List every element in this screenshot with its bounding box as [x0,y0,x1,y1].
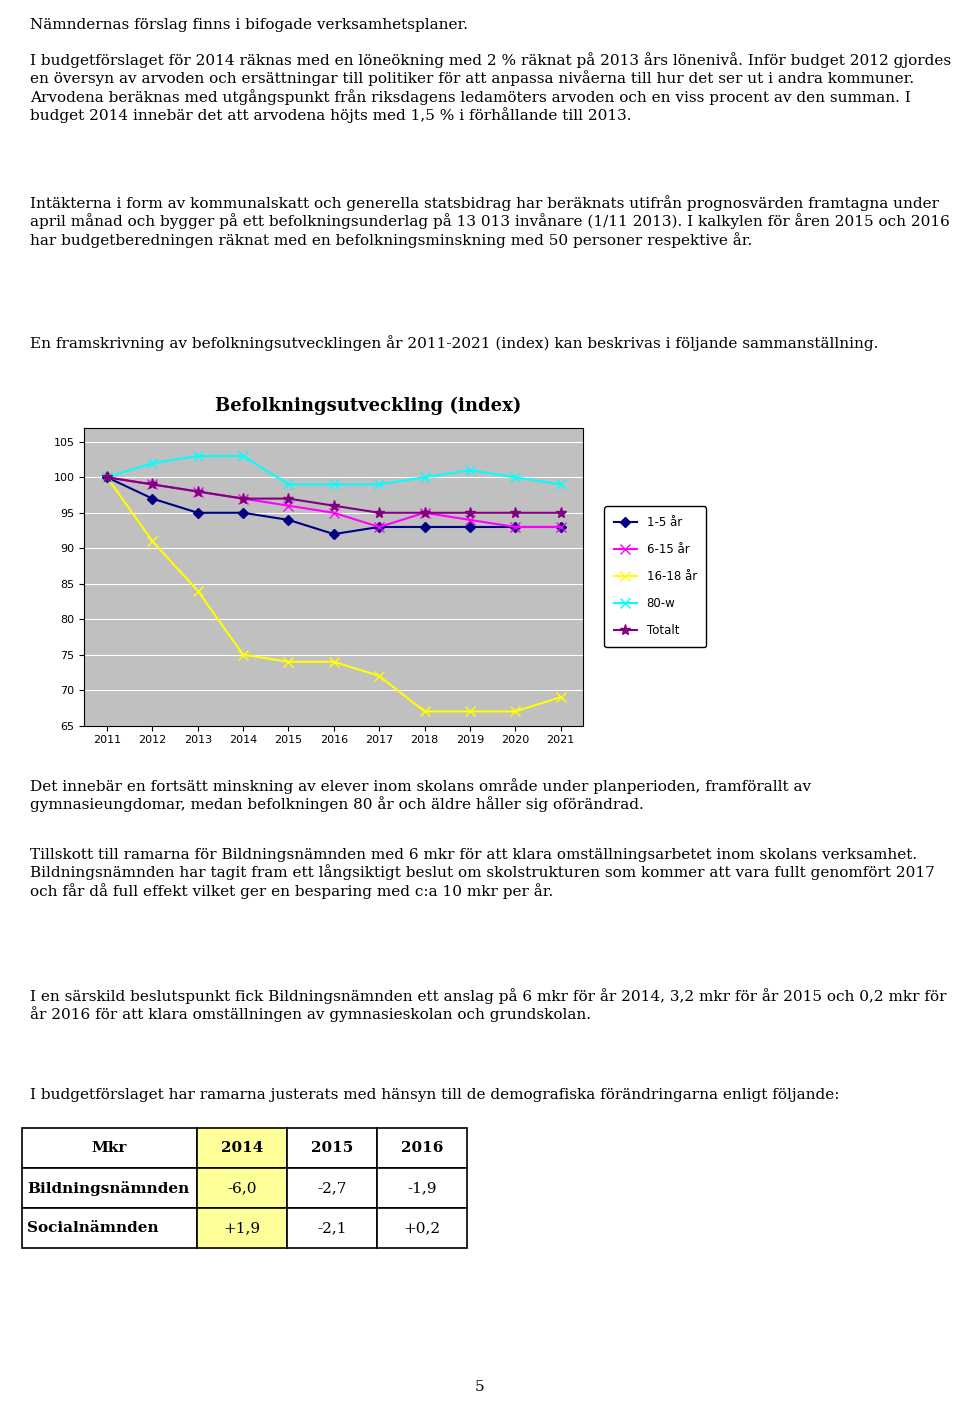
16-18 år [419,703,430,720]
80-w [465,461,476,478]
6-15 år [328,505,340,522]
Bar [22,1208,197,1249]
16-18 år [510,703,521,720]
Bar [197,1168,287,1208]
1-5 år [510,519,521,536]
6-15 år [510,519,521,536]
Text: -1,9: -1,9 [407,1181,437,1195]
80-w [283,477,295,494]
16-18 år [465,703,476,720]
Totalt [465,505,476,522]
Totalt [147,477,158,494]
Line: 6-15 år: 6-15 år [102,472,565,531]
Text: +0,2: +0,2 [403,1220,441,1234]
6-15 år [192,484,204,501]
80-w [510,468,521,485]
Bar [377,1208,467,1249]
80-w [192,447,204,464]
Text: 5: 5 [475,1381,485,1393]
Text: -2,7: -2,7 [318,1181,347,1195]
Text: Det innebär en fortsätt minskning av elever inom skolans område under planperiod: Det innebär en fortsätt minskning av ele… [30,778,811,813]
16-18 år [555,689,566,706]
6-15 år [102,468,113,485]
Totalt [328,498,340,515]
Bar [22,1168,197,1208]
6-15 år [419,505,430,522]
Totalt [419,505,430,522]
Line: 16-18 år: 16-18 år [102,472,565,716]
6-15 år [373,519,385,536]
1-5 år [465,519,476,536]
Text: Mkr: Mkr [92,1142,127,1154]
Text: -2,1: -2,1 [317,1220,347,1234]
80-w [555,477,566,494]
16-18 år [147,533,158,550]
Text: En framskrivning av befolkningsutvecklingen år 2011-2021 (index) kan beskrivas i: En framskrivning av befolkningsutvecklin… [30,335,878,352]
80-w [373,477,385,494]
Bar [22,1128,197,1168]
Text: I budgetförslaget har ramarna justerats med hänsyn till de demografiska förändri: I budgetförslaget har ramarna justerats … [30,1088,839,1102]
1-5 år [373,519,385,536]
Text: Nämndernas förslag finns i bifogade verksamhetsplaner.: Nämndernas förslag finns i bifogade verk… [30,18,468,32]
Text: Intäkterna i form av kommunalskatt och generella statsbidrag har beräknats utifr: Intäkterna i form av kommunalskatt och g… [30,195,949,247]
Bar [197,1208,287,1249]
Text: I en särskild beslutspunkt fick Bildningsnämnden ett anslag på 6 mkr för år 2014: I en särskild beslutspunkt fick Bildning… [30,988,947,1022]
Text: Befolkningsutveckling (index): Befolkningsutveckling (index) [215,396,521,415]
1-5 år [555,519,566,536]
Text: Bildningsnämnden: Bildningsnämnden [27,1181,189,1195]
Totalt [192,484,204,501]
Totalt [373,505,385,522]
Text: Socialnämnden: Socialnämnden [27,1220,158,1234]
6-15 år [237,491,249,508]
Totalt [510,505,521,522]
Text: 2014: 2014 [221,1142,263,1154]
Bar [377,1168,467,1208]
16-18 år [237,647,249,664]
Text: -6,0: -6,0 [228,1181,256,1195]
Legend: 1-5 år, 6-15 år, 16-18 år, 80-w, Totalt: 1-5 år, 6-15 år, 16-18 år, 80-w, Totalt [604,506,707,647]
1-5 år [102,468,113,485]
80-w [147,454,158,471]
1-5 år [237,505,249,522]
6-15 år [555,519,566,536]
1-5 år [283,512,295,529]
16-18 år [328,654,340,671]
6-15 år [283,498,295,515]
Totalt [102,468,113,485]
1-5 år [192,505,204,522]
6-15 år [465,512,476,529]
Totalt [555,505,566,522]
Text: 2016: 2016 [401,1142,444,1154]
1-5 år [147,491,158,508]
Line: Totalt: Totalt [102,472,566,519]
80-w [102,468,113,485]
80-w [237,447,249,464]
Text: +1,9: +1,9 [224,1220,260,1234]
16-18 år [283,654,295,671]
Bar [377,1128,467,1168]
Bar [287,1208,377,1249]
16-18 år [102,468,113,485]
Bar [287,1168,377,1208]
Text: Tillskott till ramarna för Bildningsnämnden med 6 mkr för att klara omställnings: Tillskott till ramarna för Bildningsnämn… [30,848,935,898]
Text: 2015: 2015 [311,1142,353,1154]
16-18 år [192,582,204,599]
16-18 år [373,668,385,685]
1-5 år [328,526,340,543]
Text: I budgetförslaget för 2014 räknas med en löneökning med 2 % räknat på 2013 års l: I budgetförslaget för 2014 räknas med en… [30,52,951,124]
80-w [328,477,340,494]
1-5 år [419,519,430,536]
Bar [287,1128,377,1168]
Line: 80-w: 80-w [102,451,565,489]
80-w [419,468,430,485]
Totalt [237,491,249,508]
Bar [197,1128,287,1168]
Line: 1-5 år: 1-5 år [104,474,564,537]
6-15 år [147,477,158,494]
Totalt [283,491,295,508]
